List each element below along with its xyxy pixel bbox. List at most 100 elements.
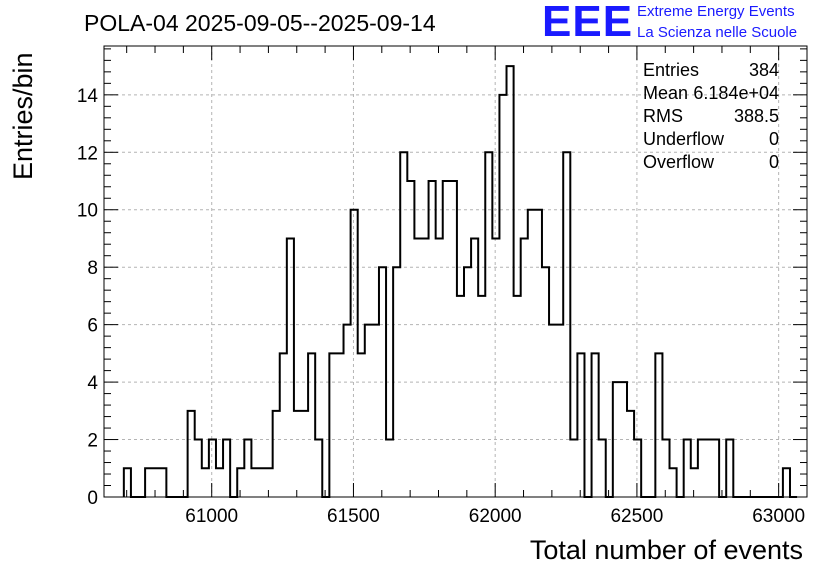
y-tick-label: 4	[87, 373, 98, 394]
x-tick-label: 62000	[469, 506, 522, 527]
histogram-bin	[294, 411, 301, 497]
y-tick-label: 2	[87, 431, 98, 452]
histogram-outline	[122, 65, 798, 498]
histogram-bin	[393, 267, 400, 497]
x-tick-label: 61500	[327, 506, 380, 527]
histogram-bin	[273, 411, 280, 497]
y-tick-label: 12	[77, 143, 98, 164]
histogram-bin	[577, 353, 584, 497]
histogram-bin	[145, 468, 152, 497]
stat-rms-value: 388.5	[733, 106, 779, 126]
histogram-bin	[386, 440, 393, 497]
histogram-bin	[634, 440, 641, 497]
histogram-bin	[258, 468, 265, 497]
histogram-bin	[152, 468, 159, 497]
histogram-bin	[528, 210, 535, 497]
histogram-bin	[542, 267, 549, 497]
x-tick-label: 61000	[185, 506, 238, 527]
histogram-bin	[336, 353, 343, 497]
histogram-bin	[216, 468, 223, 497]
histogram-bin	[315, 440, 322, 497]
histogram-bin	[443, 181, 450, 497]
stat-overflow-value: 0	[768, 152, 779, 172]
histogram-bin	[308, 353, 315, 497]
histogram-bin	[620, 382, 627, 497]
histogram-bin	[670, 468, 677, 497]
histogram-bin	[287, 238, 294, 497]
histogram-bin	[429, 181, 436, 497]
stat-entries-label: Entries	[643, 60, 700, 80]
histogram-bin	[613, 382, 620, 497]
histogram-bin	[301, 411, 308, 497]
histogram-bin	[223, 440, 230, 497]
histogram-bin	[556, 325, 563, 497]
histogram-bin	[570, 440, 577, 497]
histogram-bin	[159, 468, 166, 497]
histogram-bin	[195, 440, 202, 497]
histogram-bin	[535, 210, 542, 497]
histogram-bin	[414, 238, 421, 497]
y-tick-label: 0	[87, 488, 98, 509]
histogram-bin	[188, 411, 195, 497]
logo-text-line1: Extreme Energy Events	[637, 3, 795, 20]
y-tick-label: 14	[77, 86, 99, 107]
histogram-bin	[244, 440, 251, 497]
histogram-bin	[372, 325, 379, 497]
y-tick-label: 8	[87, 258, 98, 279]
histogram-bin	[344, 325, 351, 497]
histogram-bin	[783, 468, 790, 497]
x-axis-label: Total number of events	[529, 535, 803, 565]
histogram-bin	[712, 440, 719, 497]
histogram-bin	[627, 411, 634, 497]
histogram-bin	[209, 440, 216, 497]
histogram-bin	[549, 325, 556, 497]
histogram-bin	[563, 152, 570, 497]
histogram-bin	[471, 238, 478, 497]
histogram-bin	[251, 468, 258, 497]
histogram-bin	[351, 210, 358, 497]
stat-underflow-label: Underflow	[643, 129, 725, 149]
stat-entries-value: 384	[748, 60, 779, 80]
x-tick-label: 62500	[610, 506, 663, 527]
histogram-bin	[358, 353, 365, 497]
histogram-bin	[421, 238, 428, 497]
histogram-bin	[478, 296, 485, 497]
stat-mean-label: Mean	[643, 83, 689, 103]
histogram-bin	[485, 152, 492, 497]
stat-overflow-label: Overflow	[643, 152, 715, 172]
histogram-bin	[684, 440, 691, 497]
histogram-bin	[280, 353, 287, 497]
histogram-bin	[202, 468, 209, 497]
histogram-bin	[457, 296, 464, 497]
plot-frame	[103, 45, 808, 498]
histogram-bin	[691, 468, 698, 497]
histogram-bin	[329, 353, 336, 497]
histogram-bin	[698, 440, 705, 497]
eee-logo-mark: EEE	[542, 0, 634, 46]
histogram-bin	[379, 267, 386, 497]
histogram-bin	[464, 267, 471, 497]
histogram-bin	[237, 468, 244, 497]
histogram-bin	[436, 238, 443, 497]
logo-text-line2: La Scienza nelle Scuole	[637, 24, 798, 41]
histogram-bin	[599, 440, 606, 497]
histogram-bin	[726, 440, 733, 497]
stat-mean-value: 6.184e+04	[693, 83, 779, 103]
histogram-bin	[592, 353, 599, 497]
histogram-bin	[662, 440, 669, 497]
stat-rms-label: RMS	[643, 106, 683, 126]
chart-title: POLA-04 2025-09-05--2025-09-14	[84, 10, 436, 36]
histogram-bin	[655, 353, 662, 497]
histogram-bin	[124, 468, 131, 497]
histogram-bin	[492, 238, 499, 497]
histogram-bin	[507, 66, 514, 497]
y-tick-label: 10	[77, 201, 98, 222]
histogram-bin	[400, 152, 407, 497]
y-axis-label: Entries/bin	[8, 52, 38, 180]
histogram-bin	[521, 238, 528, 497]
stat-underflow-value: 0	[768, 129, 779, 149]
histogram-bin	[450, 181, 457, 497]
histogram-bin	[499, 95, 506, 497]
histogram-bin	[705, 440, 712, 497]
